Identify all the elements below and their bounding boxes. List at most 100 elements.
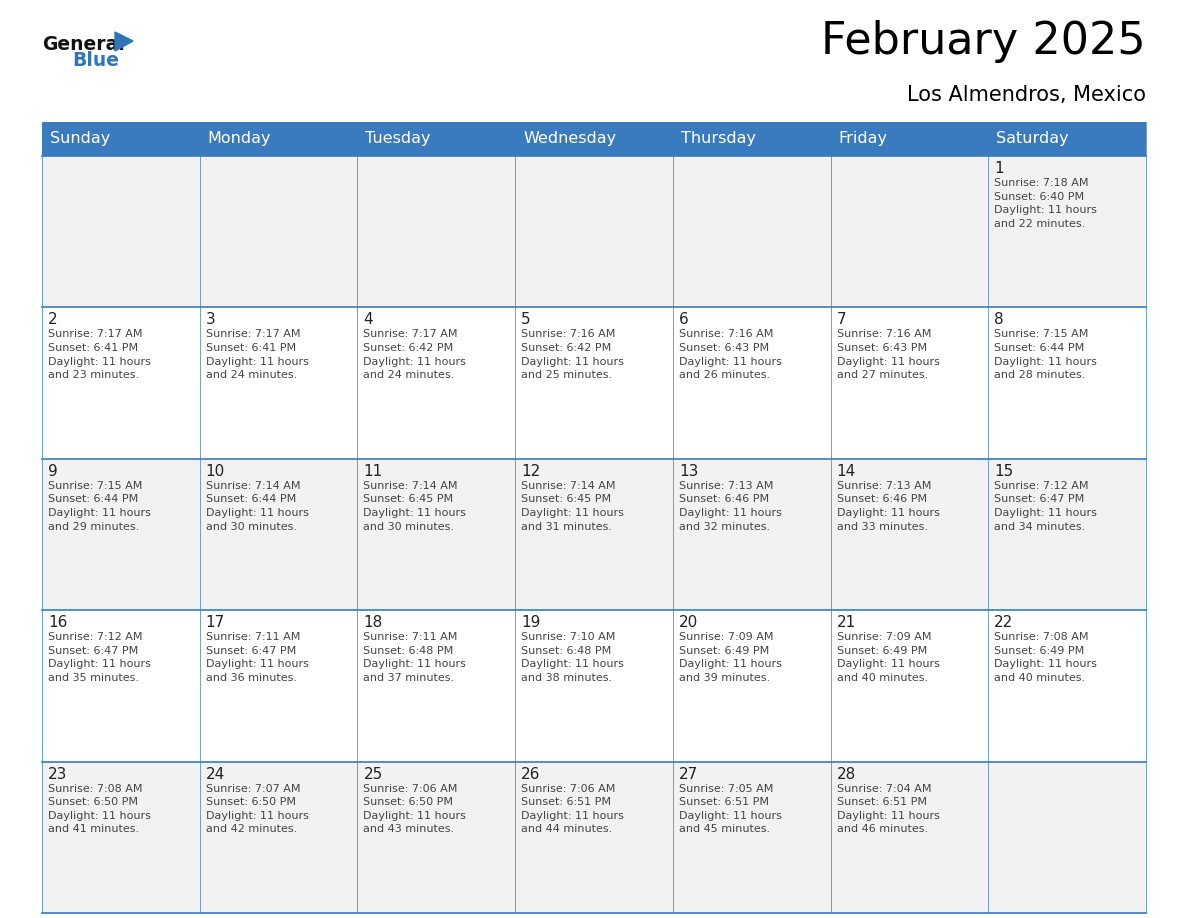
Bar [516,610,672,762]
Text: 11: 11 [364,464,383,479]
Text: 8: 8 [994,312,1004,328]
Text: 7: 7 [836,312,846,328]
Text: 12: 12 [522,464,541,479]
Text: Sunrise: 7:11 AM
Sunset: 6:48 PM
Daylight: 11 hours
and 37 minutes.: Sunrise: 7:11 AM Sunset: 6:48 PM Dayligh… [364,633,467,683]
Text: 3: 3 [206,312,215,328]
Text: Sunrise: 7:10 AM
Sunset: 6:48 PM
Daylight: 11 hours
and 38 minutes.: Sunrise: 7:10 AM Sunset: 6:48 PM Dayligh… [522,633,624,683]
Bar [830,122,988,156]
Text: 22: 22 [994,615,1013,630]
Bar [830,610,988,762]
Bar [358,308,516,459]
Text: 23: 23 [48,767,68,781]
Text: Sunrise: 7:17 AM
Sunset: 6:41 PM
Daylight: 11 hours
and 24 minutes.: Sunrise: 7:17 AM Sunset: 6:41 PM Dayligh… [206,330,309,380]
Text: 18: 18 [364,615,383,630]
Text: 24: 24 [206,767,225,781]
Bar [830,308,988,459]
Text: Sunrise: 7:16 AM
Sunset: 6:43 PM
Daylight: 11 hours
and 27 minutes.: Sunrise: 7:16 AM Sunset: 6:43 PM Dayligh… [836,330,940,380]
Text: 1: 1 [994,161,1004,176]
Bar [42,308,200,459]
Text: Sunrise: 7:13 AM
Sunset: 6:46 PM
Daylight: 11 hours
and 32 minutes.: Sunrise: 7:13 AM Sunset: 6:46 PM Dayligh… [678,481,782,532]
Text: 21: 21 [836,615,855,630]
Text: 4: 4 [364,312,373,328]
Bar [42,762,200,913]
Bar [988,308,1146,459]
Text: Sunrise: 7:16 AM
Sunset: 6:42 PM
Daylight: 11 hours
and 25 minutes.: Sunrise: 7:16 AM Sunset: 6:42 PM Dayligh… [522,330,624,380]
Text: 5: 5 [522,312,531,328]
Bar [42,459,200,610]
Bar [988,459,1146,610]
Text: 2: 2 [48,312,58,328]
Text: Wednesday: Wednesday [523,131,617,147]
Text: Sunrise: 7:13 AM
Sunset: 6:46 PM
Daylight: 11 hours
and 33 minutes.: Sunrise: 7:13 AM Sunset: 6:46 PM Dayligh… [836,481,940,532]
Bar [830,762,988,913]
Text: Sunrise: 7:08 AM
Sunset: 6:49 PM
Daylight: 11 hours
and 40 minutes.: Sunrise: 7:08 AM Sunset: 6:49 PM Dayligh… [994,633,1098,683]
Text: Saturday: Saturday [997,131,1069,147]
Text: 14: 14 [836,464,855,479]
Text: Sunrise: 7:09 AM
Sunset: 6:49 PM
Daylight: 11 hours
and 40 minutes.: Sunrise: 7:09 AM Sunset: 6:49 PM Dayligh… [836,633,940,683]
Polygon shape [115,32,133,51]
Text: Sunrise: 7:12 AM
Sunset: 6:47 PM
Daylight: 11 hours
and 34 minutes.: Sunrise: 7:12 AM Sunset: 6:47 PM Dayligh… [994,481,1098,532]
Text: February 2025: February 2025 [821,20,1146,63]
Text: Sunrise: 7:04 AM
Sunset: 6:51 PM
Daylight: 11 hours
and 46 minutes.: Sunrise: 7:04 AM Sunset: 6:51 PM Dayligh… [836,784,940,834]
Text: Sunrise: 7:08 AM
Sunset: 6:50 PM
Daylight: 11 hours
and 41 minutes.: Sunrise: 7:08 AM Sunset: 6:50 PM Dayligh… [48,784,151,834]
Bar [200,610,358,762]
Bar [200,459,358,610]
Bar [200,122,358,156]
Text: Sunrise: 7:18 AM
Sunset: 6:40 PM
Daylight: 11 hours
and 22 minutes.: Sunrise: 7:18 AM Sunset: 6:40 PM Dayligh… [994,178,1098,229]
Text: Sunrise: 7:17 AM
Sunset: 6:42 PM
Daylight: 11 hours
and 24 minutes.: Sunrise: 7:17 AM Sunset: 6:42 PM Dayligh… [364,330,467,380]
Text: 6: 6 [678,312,689,328]
Bar [830,459,988,610]
Text: 19: 19 [522,615,541,630]
Bar [672,459,830,610]
Text: Sunrise: 7:12 AM
Sunset: 6:47 PM
Daylight: 11 hours
and 35 minutes.: Sunrise: 7:12 AM Sunset: 6:47 PM Dayligh… [48,633,151,683]
Text: Sunrise: 7:11 AM
Sunset: 6:47 PM
Daylight: 11 hours
and 36 minutes.: Sunrise: 7:11 AM Sunset: 6:47 PM Dayligh… [206,633,309,683]
Text: Sunrise: 7:06 AM
Sunset: 6:50 PM
Daylight: 11 hours
and 43 minutes.: Sunrise: 7:06 AM Sunset: 6:50 PM Dayligh… [364,784,467,834]
Text: Sunrise: 7:14 AM
Sunset: 6:44 PM
Daylight: 11 hours
and 30 minutes.: Sunrise: 7:14 AM Sunset: 6:44 PM Dayligh… [206,481,309,532]
Bar [42,122,200,156]
Bar [358,156,516,308]
Bar [672,156,830,308]
Bar [516,308,672,459]
Text: Friday: Friday [839,131,887,147]
Bar [672,308,830,459]
Bar [516,762,672,913]
Bar [988,610,1146,762]
Text: Sunrise: 7:07 AM
Sunset: 6:50 PM
Daylight: 11 hours
and 42 minutes.: Sunrise: 7:07 AM Sunset: 6:50 PM Dayligh… [206,784,309,834]
Text: General: General [42,35,125,54]
Text: 25: 25 [364,767,383,781]
Text: Sunday: Sunday [50,131,110,147]
Text: Sunrise: 7:05 AM
Sunset: 6:51 PM
Daylight: 11 hours
and 45 minutes.: Sunrise: 7:05 AM Sunset: 6:51 PM Dayligh… [678,784,782,834]
Text: Sunrise: 7:06 AM
Sunset: 6:51 PM
Daylight: 11 hours
and 44 minutes.: Sunrise: 7:06 AM Sunset: 6:51 PM Dayligh… [522,784,624,834]
Bar [516,122,672,156]
Text: Sunrise: 7:14 AM
Sunset: 6:45 PM
Daylight: 11 hours
and 31 minutes.: Sunrise: 7:14 AM Sunset: 6:45 PM Dayligh… [522,481,624,532]
Bar [200,156,358,308]
Text: 9: 9 [48,464,58,479]
Bar [358,610,516,762]
Text: Sunrise: 7:15 AM
Sunset: 6:44 PM
Daylight: 11 hours
and 28 minutes.: Sunrise: 7:15 AM Sunset: 6:44 PM Dayligh… [994,330,1098,380]
Bar [672,762,830,913]
Text: Sunrise: 7:16 AM
Sunset: 6:43 PM
Daylight: 11 hours
and 26 minutes.: Sunrise: 7:16 AM Sunset: 6:43 PM Dayligh… [678,330,782,380]
Text: Sunrise: 7:09 AM
Sunset: 6:49 PM
Daylight: 11 hours
and 39 minutes.: Sunrise: 7:09 AM Sunset: 6:49 PM Dayligh… [678,633,782,683]
Text: 17: 17 [206,615,225,630]
Bar [358,762,516,913]
Text: Sunrise: 7:14 AM
Sunset: 6:45 PM
Daylight: 11 hours
and 30 minutes.: Sunrise: 7:14 AM Sunset: 6:45 PM Dayligh… [364,481,467,532]
Bar [516,156,672,308]
Text: 27: 27 [678,767,699,781]
Text: Blue: Blue [72,51,119,70]
Text: Monday: Monday [208,131,271,147]
Text: Sunrise: 7:17 AM
Sunset: 6:41 PM
Daylight: 11 hours
and 23 minutes.: Sunrise: 7:17 AM Sunset: 6:41 PM Dayligh… [48,330,151,380]
Bar [988,156,1146,308]
Text: Sunrise: 7:15 AM
Sunset: 6:44 PM
Daylight: 11 hours
and 29 minutes.: Sunrise: 7:15 AM Sunset: 6:44 PM Dayligh… [48,481,151,532]
Text: 10: 10 [206,464,225,479]
Bar [516,459,672,610]
Text: Los Almendros, Mexico: Los Almendros, Mexico [906,85,1146,105]
Text: 15: 15 [994,464,1013,479]
Bar [358,459,516,610]
Text: Thursday: Thursday [681,131,756,147]
Bar [42,156,200,308]
Bar [42,610,200,762]
Text: Tuesday: Tuesday [366,131,431,147]
Text: 16: 16 [48,615,68,630]
Bar [672,122,830,156]
Text: 26: 26 [522,767,541,781]
